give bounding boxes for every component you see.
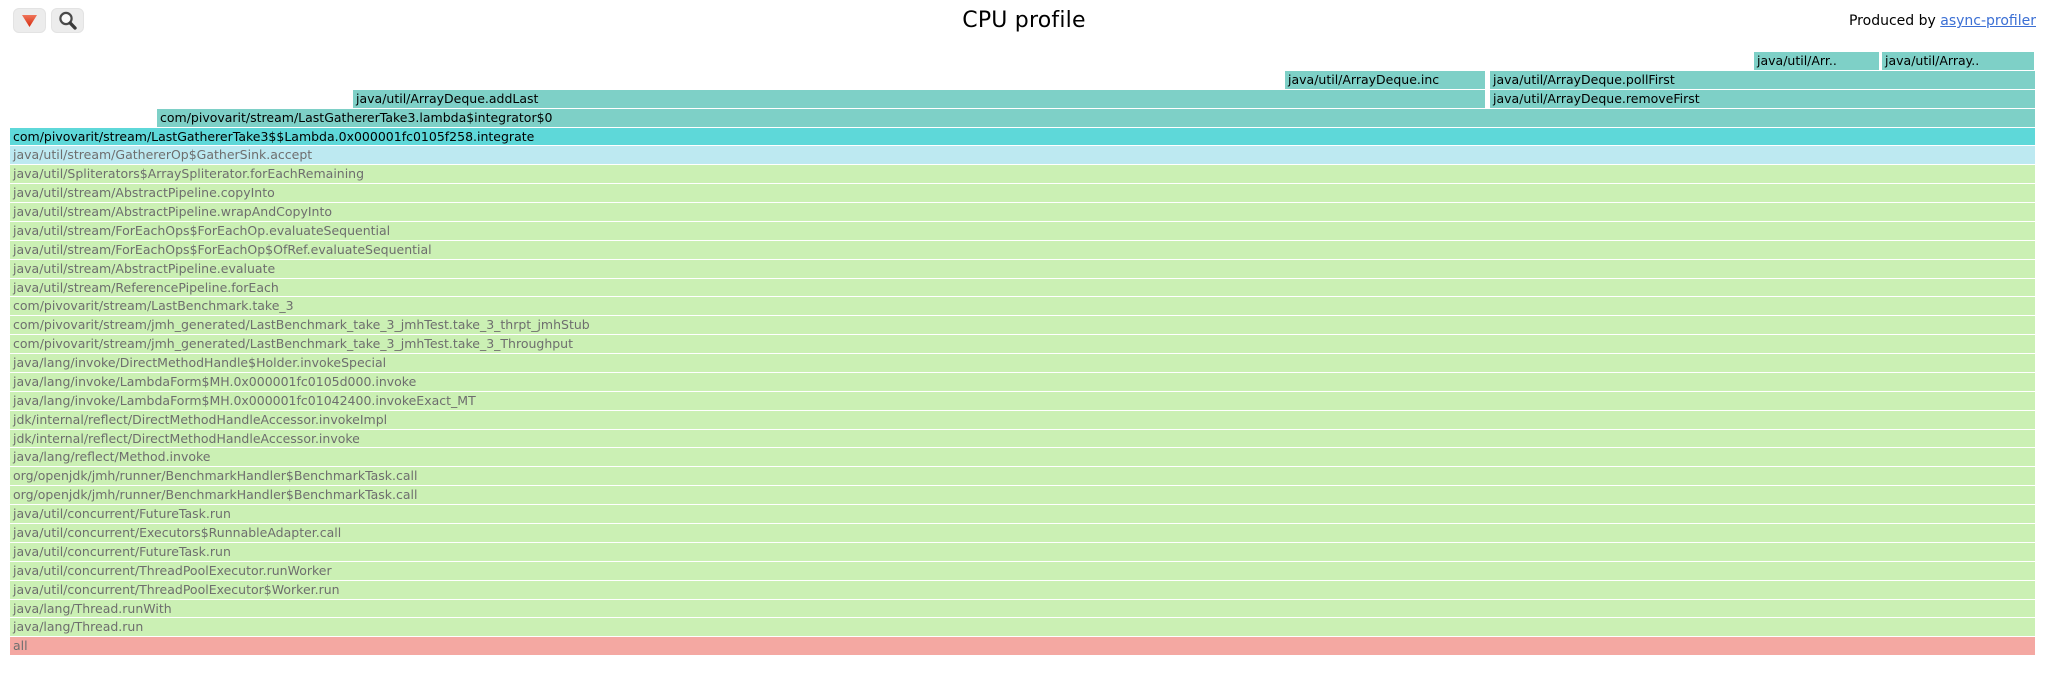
flame-frame[interactable]: java/util/stream/AbstractPipeline.copyIn… bbox=[10, 184, 2035, 203]
produced-by: Produced by async-profiler bbox=[1849, 13, 2036, 29]
flame-frame[interactable]: java/util/ArrayDeque.removeFirst bbox=[1490, 89, 2035, 108]
flame-frame[interactable]: java/lang/invoke/LambdaForm$MH.0x000001f… bbox=[10, 372, 2035, 391]
flame-frame[interactable]: com/pivovarit/stream/LastGathererTake3$$… bbox=[10, 127, 2035, 146]
inverted-triangle-icon bbox=[21, 14, 38, 28]
flame-frame[interactable]: java/util/concurrent/FutureTask.run bbox=[10, 542, 2035, 561]
magnifier-icon bbox=[57, 10, 78, 31]
search-button[interactable] bbox=[51, 8, 84, 33]
flame-frame[interactable]: java/util/concurrent/FutureTask.run bbox=[10, 505, 2035, 523]
toolbar bbox=[13, 8, 84, 33]
flame-frame[interactable]: java/util/stream/ForEachOps$ForEachOp.ev… bbox=[10, 221, 2035, 240]
flame-frame[interactable]: java/util/Spliterators$ArraySpliterator.… bbox=[10, 165, 2035, 184]
flame-frame[interactable]: all bbox=[10, 637, 2035, 656]
flame-frame[interactable]: java/util/concurrent/ThreadPoolExecutor.… bbox=[10, 561, 2035, 580]
flame-frame[interactable]: java/util/concurrent/Executors$RunnableA… bbox=[10, 524, 2035, 542]
flame-frame[interactable]: com/pivovarit/stream/jmh_generated/LastB… bbox=[10, 335, 2035, 354]
flame-frame[interactable]: java/util/ArrayDeque.addLast bbox=[353, 89, 1485, 108]
flame-frame[interactable]: java/util/stream/AbstractPipeline.evalua… bbox=[10, 259, 2035, 278]
flame-frame[interactable]: java/util/stream/ForEachOps$ForEachOp$Of… bbox=[10, 240, 2035, 259]
flame-frame[interactable]: java/util/ArrayDeque.inc bbox=[1285, 70, 1485, 89]
flame-frame[interactable]: java/lang/invoke/LambdaForm$MH.0x000001f… bbox=[10, 391, 2035, 410]
flame-frame[interactable]: java/lang/Thread.runWith bbox=[10, 599, 2035, 618]
flame-frame[interactable]: com/pivovarit/stream/LastGathererTake3.l… bbox=[157, 108, 2035, 127]
flame-frame[interactable]: java/util/concurrent/ThreadPoolExecutor$… bbox=[10, 580, 2035, 599]
flame-frame[interactable]: jdk/internal/reflect/DirectMethodHandleA… bbox=[10, 429, 2035, 448]
flame-frame[interactable]: org/openjdk/jmh/runner/BenchmarkHandler$… bbox=[10, 467, 2035, 486]
flame-frame[interactable]: java/lang/reflect/Method.invoke bbox=[10, 448, 2035, 467]
page-title: CPU profile bbox=[962, 8, 1086, 33]
flame-frame[interactable]: java/util/stream/ReferencePipeline.forEa… bbox=[10, 278, 2035, 297]
flame-frame[interactable]: java/util/stream/AbstractPipeline.wrapAn… bbox=[10, 203, 2035, 221]
flame-frame[interactable]: jdk/internal/reflect/DirectMethodHandleA… bbox=[10, 410, 2035, 429]
flame-frame[interactable]: java/lang/Thread.run bbox=[10, 618, 2035, 637]
flip-orientation-button[interactable] bbox=[13, 8, 46, 33]
flame-frame[interactable]: java/util/ArrayDeque.pollFirst bbox=[1490, 70, 2035, 89]
flame-frame[interactable]: com/pivovarit/stream/jmh_generated/LastB… bbox=[10, 316, 2035, 335]
flame-frame[interactable]: com/pivovarit/stream/LastBenchmark.take_… bbox=[10, 297, 2035, 316]
flame-frame[interactable]: java/util/stream/GathererOp$GatherSink.a… bbox=[10, 146, 2035, 165]
flame-frame[interactable]: java/util/Array.. bbox=[1882, 52, 2034, 70]
async-profiler-link[interactable]: async-profiler bbox=[1940, 13, 2036, 29]
flame-frame[interactable]: org/openjdk/jmh/runner/BenchmarkHandler$… bbox=[10, 486, 2035, 505]
flame-frame[interactable]: java/lang/invoke/DirectMethodHandle$Hold… bbox=[10, 354, 2035, 372]
produced-by-text: Produced by bbox=[1848, 13, 1936, 29]
flame-frame[interactable]: java/util/Arr.. bbox=[1754, 52, 1879, 70]
